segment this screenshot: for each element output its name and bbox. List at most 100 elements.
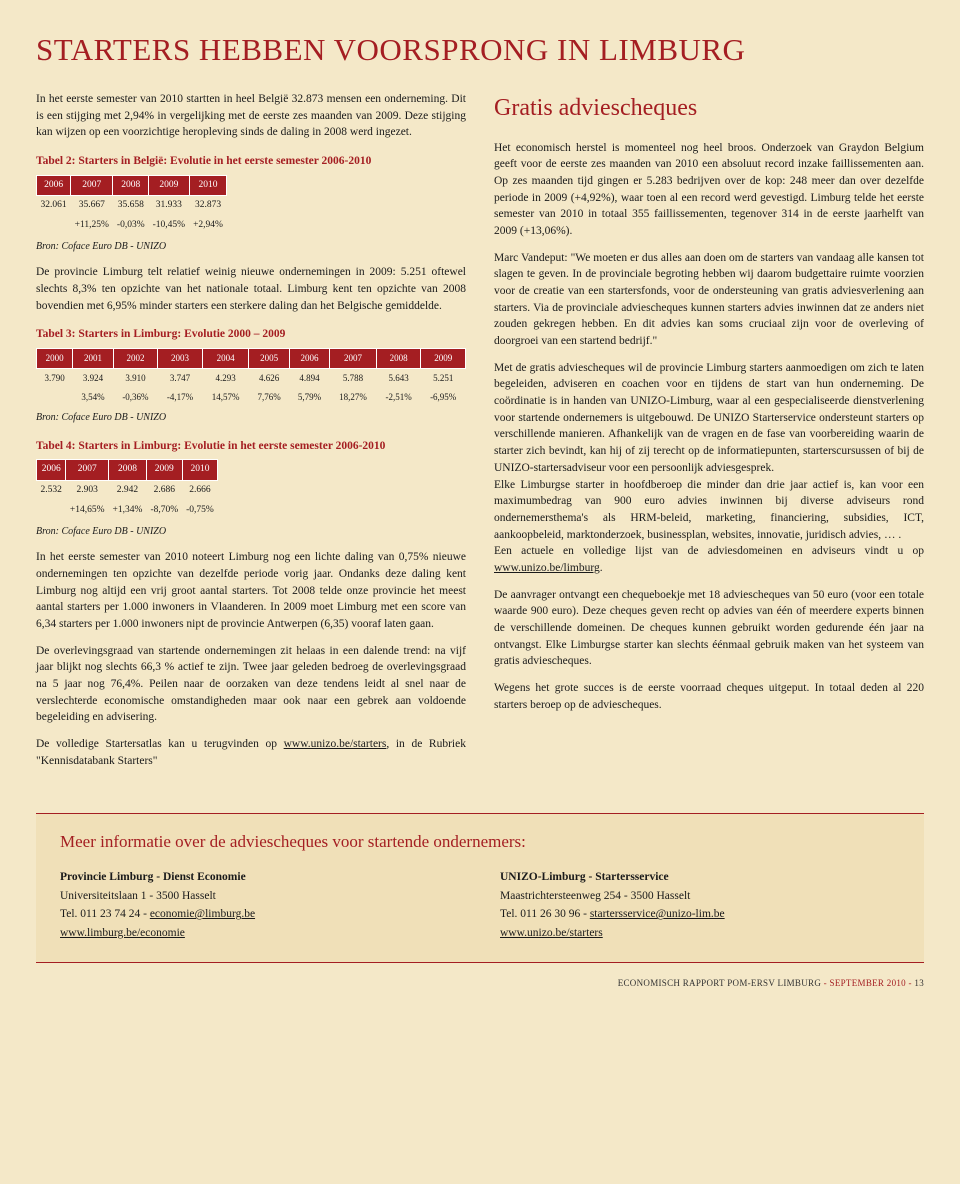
table2: 2006 2007 2008 2009 2010 32.061 35.667 3… — [36, 175, 227, 236]
t3-r1c5: 4.626 — [249, 369, 289, 389]
footer-a: ECONOMISCH RAPPORT POM-ERSV LIMBURG — [618, 978, 824, 988]
t2-r2c3: -10,45% — [149, 216, 189, 236]
t3-h9: 2009 — [421, 349, 466, 369]
ibl-1: Provincie Limburg - Dienst Economie — [60, 871, 246, 883]
t3-r2c3: -4,17% — [158, 388, 203, 407]
t2-r2c2: -0,03% — [113, 216, 149, 236]
right-para-5: Wegens het grote succes is de eerste voo… — [494, 680, 924, 713]
left-para-1: In het eerste semester van 2010 startten… — [36, 91, 466, 141]
t3-h7: 2007 — [330, 349, 377, 369]
right-p3b: Elke Limburgse starter in hoofdberoep di… — [494, 479, 924, 541]
t2-r1c0: 32.061 — [37, 196, 71, 216]
infobox-left: Provincie Limburg - Dienst Economie Univ… — [60, 869, 460, 944]
t3-r2c1: 3,54% — [73, 388, 113, 407]
left-column: In het eerste semester van 2010 startten… — [36, 91, 466, 779]
t2-h1: 2007 — [71, 175, 113, 196]
t4-r1c0: 2.532 — [37, 481, 66, 501]
table2-source: Bron: Coface Euro DB - UNIZO — [36, 240, 466, 255]
right-p3c: Een actuele en volledige lijst van de ad… — [494, 545, 924, 557]
t3-h6: 2006 — [289, 349, 329, 369]
right-para-1: Het economisch herstel is momenteel nog … — [494, 140, 924, 240]
table4-caption: Tabel 4: Starters in Limburg: Evolutie i… — [36, 438, 466, 455]
right-title: Gratis adviescheques — [494, 91, 924, 126]
left-para-5: De volledige Startersatlas kan u terugvi… — [36, 736, 466, 769]
right-para-3: Met de gratis adviescheques wil de provi… — [494, 360, 924, 577]
t2-r2c1: +11,25% — [71, 216, 113, 236]
t3-r2c0 — [37, 388, 73, 407]
right-para-4: De aanvrager ontvangt een chequeboekje m… — [494, 587, 924, 670]
infobox-title: Meer informatie over de adviescheques vo… — [60, 830, 900, 855]
table4-source: Bron: Coface Euro DB - UNIZO — [36, 525, 466, 540]
t3-h3: 2003 — [158, 349, 203, 369]
t3-r2c2: -0,36% — [113, 388, 158, 407]
t3-r1c6: 4.894 — [289, 369, 329, 389]
ibl-2: Universiteitslaan 1 - 3500 Hasselt — [60, 888, 460, 905]
t4-h1: 2007 — [66, 460, 109, 481]
t4-r1c1: 2.903 — [66, 481, 109, 501]
t4-h4: 2010 — [182, 460, 218, 481]
t3-r2c8: -2,51% — [376, 388, 421, 407]
t4-r1c4: 2.666 — [182, 481, 218, 501]
t2-r2c4: +2,94% — [189, 216, 227, 236]
t3-r1c0: 3.790 — [37, 369, 73, 389]
t3-r1c9: 5.251 — [421, 369, 466, 389]
ibr-2: Maastrichtersteenweg 254 - 3500 Hasselt — [500, 888, 900, 905]
t3-h5: 2005 — [249, 349, 289, 369]
t2-r2c0 — [37, 216, 71, 236]
t2-h3: 2009 — [149, 175, 189, 196]
t3-h0: 2000 — [37, 349, 73, 369]
infobox-right: UNIZO-Limburg - Startersservice Maastric… — [500, 869, 900, 944]
t2-h0: 2006 — [37, 175, 71, 196]
t3-r1c4: 4.293 — [202, 369, 249, 389]
right-p3a: Met de gratis adviescheques wil de provi… — [494, 362, 924, 474]
left-para-2: De provincie Limburg telt relatief weini… — [36, 264, 466, 314]
t3-r1c7: 5.788 — [330, 369, 377, 389]
table3-source: Bron: Coface Euro DB - UNIZO — [36, 411, 466, 426]
ibr-1: UNIZO-Limburg - Startersservice — [500, 871, 669, 883]
t4-r1c3: 2.686 — [146, 481, 182, 501]
ibr-url[interactable]: www.unizo.be/starters — [500, 927, 603, 939]
t3-r1c2: 3.910 — [113, 369, 158, 389]
t4-r2c0 — [37, 501, 66, 521]
footer-c: 13 — [914, 978, 924, 988]
page-title: STARTERS HEBBEN VOORSPRONG IN LIMBURG — [36, 28, 924, 73]
right-p3-link[interactable]: www.unizo.be/limburg — [494, 562, 600, 574]
ibr-email[interactable]: startersservice@unizo-lim.be — [590, 908, 725, 920]
t2-r1c3: 31.933 — [149, 196, 189, 216]
ibl-email[interactable]: economie@limburg.be — [150, 908, 255, 920]
t3-r2c9: -6,95% — [421, 388, 466, 407]
left-para-4: De overlevingsgraad van startende ondern… — [36, 643, 466, 726]
info-box: Meer informatie over de adviescheques vo… — [36, 813, 924, 962]
ibl-url[interactable]: www.limburg.be/economie — [60, 927, 185, 939]
t4-h3: 2009 — [146, 460, 182, 481]
t4-r1c2: 2.942 — [109, 481, 147, 501]
t3-r2c6: 5,79% — [289, 388, 329, 407]
right-column: Gratis adviescheques Het economisch hers… — [494, 91, 924, 779]
t3-r1c1: 3.924 — [73, 369, 113, 389]
left-p5-a: De volledige Startersatlas kan u terugvi… — [36, 738, 284, 750]
t3-r1c3: 3.747 — [158, 369, 203, 389]
t4-h0: 2006 — [37, 460, 66, 481]
t4-r2c3: -8,70% — [146, 501, 182, 521]
t4-r2c1: +14,65% — [66, 501, 109, 521]
t3-r2c4: 14,57% — [202, 388, 249, 407]
t2-h4: 2010 — [189, 175, 227, 196]
footer-b: - SEPTEMBER 2010 - — [824, 978, 915, 988]
page-footer: ECONOMISCH RAPPORT POM-ERSV LIMBURG - SE… — [0, 963, 960, 998]
table4: 2006 2007 2008 2009 2010 2.532 2.903 2.9… — [36, 459, 218, 520]
left-para-3: In het eerste semester van 2010 noteert … — [36, 549, 466, 632]
table3-caption: Tabel 3: Starters in Limburg: Evolutie 2… — [36, 326, 466, 343]
left-p5-link[interactable]: www.unizo.be/starters — [284, 738, 387, 750]
t3-r2c5: 7,76% — [249, 388, 289, 407]
t3-h8: 2008 — [376, 349, 421, 369]
t3-r1c8: 5.643 — [376, 369, 421, 389]
right-para-2: Marc Vandeput: "We moeten er dus alles a… — [494, 250, 924, 350]
table2-caption: Tabel 2: Starters in België: Evolutie in… — [36, 153, 466, 170]
table3: 2000 2001 2002 2003 2004 2005 2006 2007 … — [36, 348, 466, 407]
t3-r2c7: 18,27% — [330, 388, 377, 407]
t3-h2: 2002 — [113, 349, 158, 369]
t2-r1c1: 35.667 — [71, 196, 113, 216]
t2-r1c2: 35.658 — [113, 196, 149, 216]
t4-h2: 2008 — [109, 460, 147, 481]
t4-r2c2: +1,34% — [109, 501, 147, 521]
